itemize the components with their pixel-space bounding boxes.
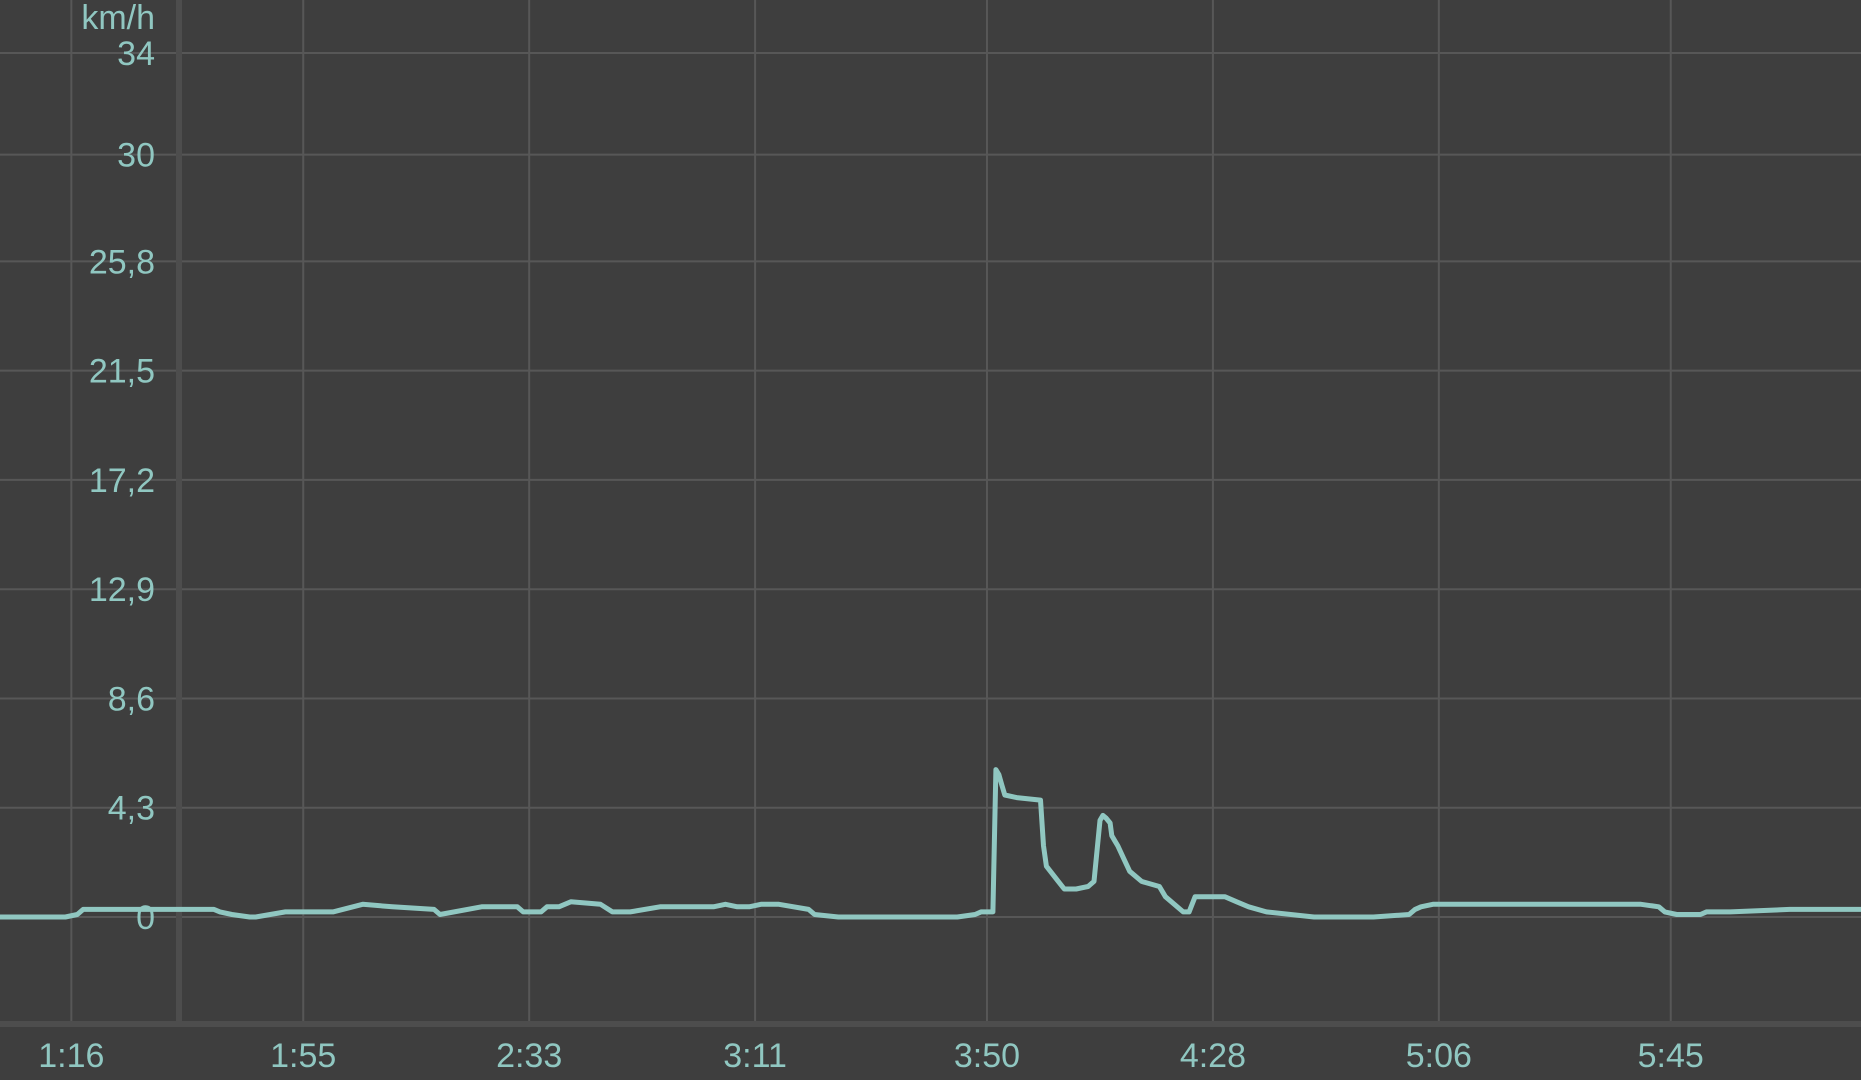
x-tick-label: 2:33 bbox=[496, 1037, 562, 1075]
x-tick-label: 4:28 bbox=[1180, 1037, 1246, 1075]
x-tick-label: 1:55 bbox=[270, 1037, 336, 1075]
y-tick-label: 8,6 bbox=[108, 680, 155, 718]
x-tick-label: 3:50 bbox=[954, 1037, 1020, 1075]
grid-lines bbox=[0, 0, 1861, 1024]
x-tick-label: 5:45 bbox=[1638, 1037, 1704, 1075]
x-tick-label: 5:06 bbox=[1406, 1037, 1472, 1075]
y-tick-label: 12,9 bbox=[89, 571, 155, 609]
x-axis-tick-labels: 1:16 1:55 2:33 3:11 3:50 4:28 5:06 5:45 bbox=[38, 1037, 1704, 1075]
y-tick-label: 25,8 bbox=[89, 243, 155, 281]
x-tick-label: 1:16 bbox=[38, 1037, 104, 1075]
axes bbox=[0, 0, 1861, 1027]
y-axis-unit-label: km/h bbox=[81, 0, 155, 37]
y-tick-label: 4,3 bbox=[108, 790, 155, 828]
y-tick-label: 30 bbox=[117, 137, 155, 175]
y-axis-tick-labels: 0 4,3 8,6 12,9 17,2 21,5 25,8 30 34 bbox=[89, 35, 155, 937]
series-layer bbox=[0, 767, 1861, 920]
y-tick-label: 34 bbox=[117, 35, 155, 73]
speed-series-line bbox=[0, 767, 1861, 920]
y-tick-label: 21,5 bbox=[89, 353, 155, 391]
y-tick-label: 0 bbox=[136, 899, 155, 937]
y-tick-label: 17,2 bbox=[89, 462, 155, 500]
x-tick-label: 3:11 bbox=[723, 1037, 787, 1075]
